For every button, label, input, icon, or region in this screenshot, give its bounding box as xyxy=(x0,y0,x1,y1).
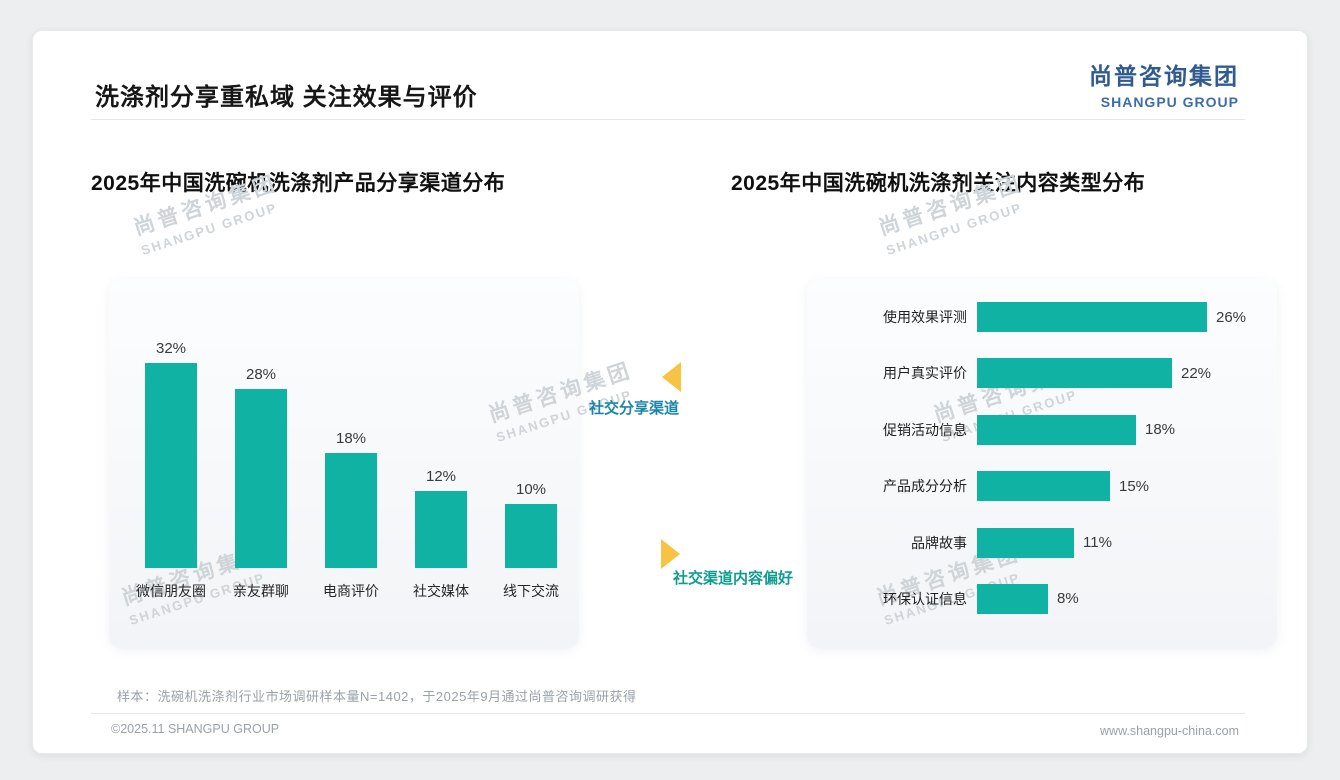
bar xyxy=(235,389,287,568)
bar-row: 品牌故事 11% xyxy=(807,527,1261,559)
bar-value-label: 18% xyxy=(1145,421,1176,439)
bar-column: 28% 亲友群聊 xyxy=(216,309,306,599)
bar xyxy=(505,504,557,568)
footer-website: www.shangpu-china.com xyxy=(1100,724,1239,738)
annotation-share-channel: 社交分享渠道 xyxy=(589,400,680,417)
share-channel-chart-panel: 32% 微信朋友圈 28% 亲友群聊 18% 电商评价 12% 社交媒体 10% 线下交流 xyxy=(109,279,579,649)
bar-value-label: 10% xyxy=(515,481,547,498)
footer-copyright: ©2025.11 SHANGPU GROUP xyxy=(111,722,280,736)
bar-category-label: 用户真实评价 xyxy=(883,365,967,382)
bar-value-label: 15% xyxy=(1119,477,1150,495)
bar-row: 环保认证信息 8% xyxy=(807,583,1261,615)
bar xyxy=(145,363,197,568)
watermark-en: SHANGPU GROUP xyxy=(884,199,1025,259)
footer-divider xyxy=(91,713,1245,714)
bar xyxy=(977,302,1207,332)
bar-category-label: 使用效果评测 xyxy=(883,309,967,325)
bar-category-label: 品牌故事 xyxy=(911,534,967,551)
bar xyxy=(415,491,467,568)
bar-row: 使用效果评测 26% xyxy=(807,301,1261,333)
bar-value-label: 11% xyxy=(1083,534,1112,552)
bar-column: 12% 社交媒体 xyxy=(396,309,486,599)
slide-card: 尚普咨询集团 SHANGPU GROUP 尚普咨询集团 SHANGPU GROU… xyxy=(32,30,1308,754)
header-divider xyxy=(91,119,1245,120)
bar-row: 产品成分分析 15% xyxy=(807,470,1261,502)
bar-category-label: 电商评价 xyxy=(323,583,379,599)
logo-en: SHANGPU GROUP xyxy=(1100,94,1239,110)
vertical-bar-chart: 32% 微信朋友圈 28% 亲友群聊 18% 电商评价 12% 社交媒体 10% 线下交流 xyxy=(126,309,576,599)
bar-category-label: 环保认证信息 xyxy=(883,590,967,607)
bar xyxy=(977,583,1048,614)
arrow-left-icon xyxy=(662,362,681,392)
bar-category-label: 促销活动信息 xyxy=(883,421,967,438)
bar-row: 促销活动信息 18% xyxy=(807,414,1261,446)
watermark-en: SHANGPU GROUP xyxy=(139,199,280,259)
arrow-right-icon xyxy=(661,539,680,569)
bar xyxy=(325,453,377,568)
bar-row: 用户真实评价 22% xyxy=(807,357,1261,389)
annotation-content-preference: 社交渠道内容偏好 xyxy=(673,570,794,587)
bar-column: 18% 电商评价 xyxy=(306,309,396,599)
bar-category-label: 线下交流 xyxy=(503,583,559,599)
bar-category-label: 产品成分分析 xyxy=(883,478,967,495)
bar xyxy=(977,471,1110,502)
content-type-chart-panel: 使用效果评测 26% 用户真实评价 22% 促销活动信息 18% 产品成分分析 15% 品牌故事… xyxy=(807,279,1277,649)
bar-value-label: 12% xyxy=(425,468,457,485)
page-title: 洗涤剂分享重私域 关注效果与评价 xyxy=(95,84,478,111)
bar-value-label: 22% xyxy=(1181,364,1212,382)
left-chart-title: 2025年中国洗碗机洗涤剂产品分享渠道分布 xyxy=(91,172,506,195)
bar-category-label: 社交媒体 xyxy=(413,583,469,599)
bar xyxy=(977,414,1136,445)
logo: 尚普咨询集团 SHANGPU GROUP xyxy=(1089,57,1239,110)
bar-value-label: 26% xyxy=(1216,308,1247,326)
bar-value-label: 8% xyxy=(1057,590,1079,608)
bar-column: 32% 微信朋友圈 xyxy=(126,309,216,599)
bar-value-label: 28% xyxy=(245,366,277,383)
bar xyxy=(977,527,1074,558)
sample-note: 样本：洗碗机洗涤剂行业市场调研样本量N=1402，于2025年9月通过尚普咨询调… xyxy=(117,689,637,704)
bar-category-label: 亲友群聊 xyxy=(233,583,289,599)
bar-value-label: 32% xyxy=(155,340,187,357)
bar-value-label: 18% xyxy=(335,430,367,447)
right-chart-title: 2025年中国洗碗机洗涤剂关注内容类型分布 xyxy=(731,172,1146,195)
horizontal-bar-chart: 使用效果评测 26% 用户真实评价 22% 促销活动信息 18% 产品成分分析 15% 品牌故事… xyxy=(807,301,1261,615)
bar-column: 10% 线下交流 xyxy=(486,309,576,599)
bar-category-label: 微信朋友圈 xyxy=(136,583,206,599)
logo-cn: 尚普咨询集团 xyxy=(1089,63,1239,89)
bar xyxy=(977,358,1172,389)
